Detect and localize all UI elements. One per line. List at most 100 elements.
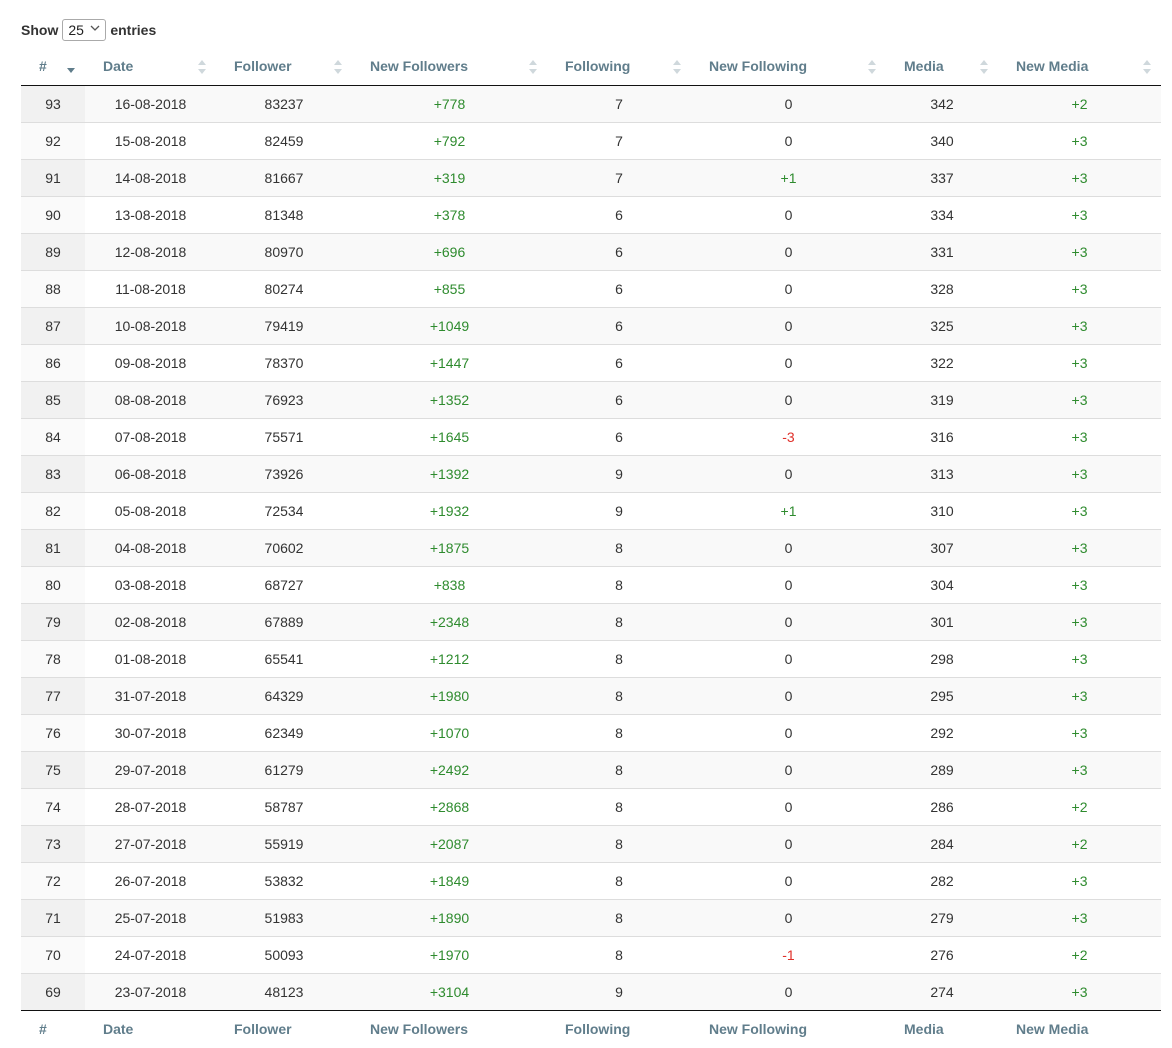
table-row: 91 14-08-2018 81667 +319 7 +1 337 +3 [21,158,1161,196]
cell-new-media: +2 [998,935,1161,973]
cell-number: 92 [21,121,85,159]
table-row: 69 23-07-2018 48123 +3104 9 0 274 +3 [21,972,1161,1010]
table-row: 77 31-07-2018 64329 +1980 8 0 295 +3 [21,676,1161,714]
sort-both-icon [334,60,342,74]
cell-media: 307 [886,528,998,566]
cell-number: 72 [21,861,85,899]
column-header-new-media[interactable]: New Media [998,48,1161,86]
sort-both-icon [868,60,876,74]
cell-number: 87 [21,306,85,344]
column-header-follower[interactable]: Follower [216,48,352,86]
cell-date: 09-08-2018 [85,343,216,381]
cell-date: 25-07-2018 [85,898,216,936]
cell-number: 74 [21,787,85,825]
cell-date: 03-08-2018 [85,565,216,603]
table-row: 71 25-07-2018 51983 +1890 8 0 279 +3 [21,898,1161,936]
table-row: 92 15-08-2018 82459 +792 7 0 340 +3 [21,121,1161,159]
cell-media: 319 [886,380,998,418]
cell-media: 304 [886,565,998,603]
table-row: 70 24-07-2018 50093 +1970 8 -1 276 +2 [21,935,1161,973]
cell-date: 10-08-2018 [85,306,216,344]
cell-new-following: -3 [691,417,886,455]
cell-date: 08-08-2018 [85,380,216,418]
cell-follower: 72534 [216,491,352,529]
cell-following: 6 [547,306,691,344]
column-header-new-following[interactable]: New Following [691,48,886,86]
column-header-label: New Following [709,58,807,75]
cell-new-followers: +2348 [352,602,547,640]
cell-new-following: 0 [691,85,886,122]
cell-new-following: 0 [691,121,886,159]
cell-new-media: +3 [998,195,1161,233]
stats-table: # Date Follower New Followers Following … [21,48,1161,1047]
column-header-new-followers[interactable]: New Followers [352,48,547,86]
cell-following: 8 [547,676,691,714]
sort-descending-icon [67,68,75,73]
cell-new-media: +2 [998,824,1161,862]
column-header-following[interactable]: Following [547,48,691,86]
cell-new-following: 0 [691,565,886,603]
cell-media: 301 [886,602,998,640]
cell-new-media: +3 [998,158,1161,196]
cell-date: 26-07-2018 [85,861,216,899]
cell-number: 75 [21,750,85,788]
sort-both-icon [673,60,681,74]
cell-date: 12-08-2018 [85,232,216,270]
table-row: 76 30-07-2018 62349 +1070 8 0 292 +3 [21,713,1161,751]
cell-new-following: 0 [691,602,886,640]
cell-new-following: 0 [691,306,886,344]
cell-number: 71 [21,898,85,936]
cell-new-following: 0 [691,528,886,566]
cell-new-following: 0 [691,676,886,714]
column-header-label: Follower [234,58,292,75]
cell-media: 310 [886,491,998,529]
column-header-number[interactable]: # [21,48,85,86]
table-row: 90 13-08-2018 81348 +378 6 0 334 +3 [21,195,1161,233]
cell-new-following: 0 [691,898,886,936]
cell-media: 286 [886,787,998,825]
entries-select[interactable]: 25 [62,19,107,41]
cell-follower: 73926 [216,454,352,492]
cell-new-following: 0 [691,454,886,492]
cell-follower: 80274 [216,269,352,307]
table-row: 81 04-08-2018 70602 +1875 8 0 307 +3 [21,528,1161,566]
cell-following: 9 [547,972,691,1010]
cell-new-media: +3 [998,750,1161,788]
cell-new-following: +1 [691,491,886,529]
cell-following: 7 [547,158,691,196]
cell-follower: 51983 [216,898,352,936]
cell-new-following: 0 [691,972,886,1010]
table-row: 85 08-08-2018 76923 +1352 6 0 319 +3 [21,380,1161,418]
cell-number: 83 [21,454,85,492]
footer-header-following: Following [547,1009,691,1047]
cell-new-followers: +1980 [352,676,547,714]
cell-new-followers: +1849 [352,861,547,899]
cell-number: 70 [21,935,85,973]
cell-number: 93 [21,85,85,122]
cell-date: 31-07-2018 [85,676,216,714]
cell-media: 325 [886,306,998,344]
sort-both-icon [980,60,988,74]
cell-new-following: 0 [691,787,886,825]
cell-number: 73 [21,824,85,862]
cell-new-media: +3 [998,306,1161,344]
column-header-media[interactable]: Media [886,48,998,86]
cell-new-followers: +1645 [352,417,547,455]
cell-follower: 75571 [216,417,352,455]
show-label: Show [21,22,59,38]
entries-label: entries [110,22,157,38]
cell-new-following: 0 [691,269,886,307]
cell-follower: 78370 [216,343,352,381]
cell-date: 05-08-2018 [85,491,216,529]
cell-new-media: +3 [998,380,1161,418]
cell-new-media: +3 [998,121,1161,159]
footer-header-date: Date [85,1009,216,1047]
cell-follower: 81348 [216,195,352,233]
cell-following: 6 [547,343,691,381]
cell-media: 337 [886,158,998,196]
column-header-date[interactable]: Date [85,48,216,86]
cell-date: 30-07-2018 [85,713,216,751]
cell-new-media: +2 [998,85,1161,122]
cell-new-following: -1 [691,935,886,973]
table-row: 78 01-08-2018 65541 +1212 8 0 298 +3 [21,639,1161,677]
